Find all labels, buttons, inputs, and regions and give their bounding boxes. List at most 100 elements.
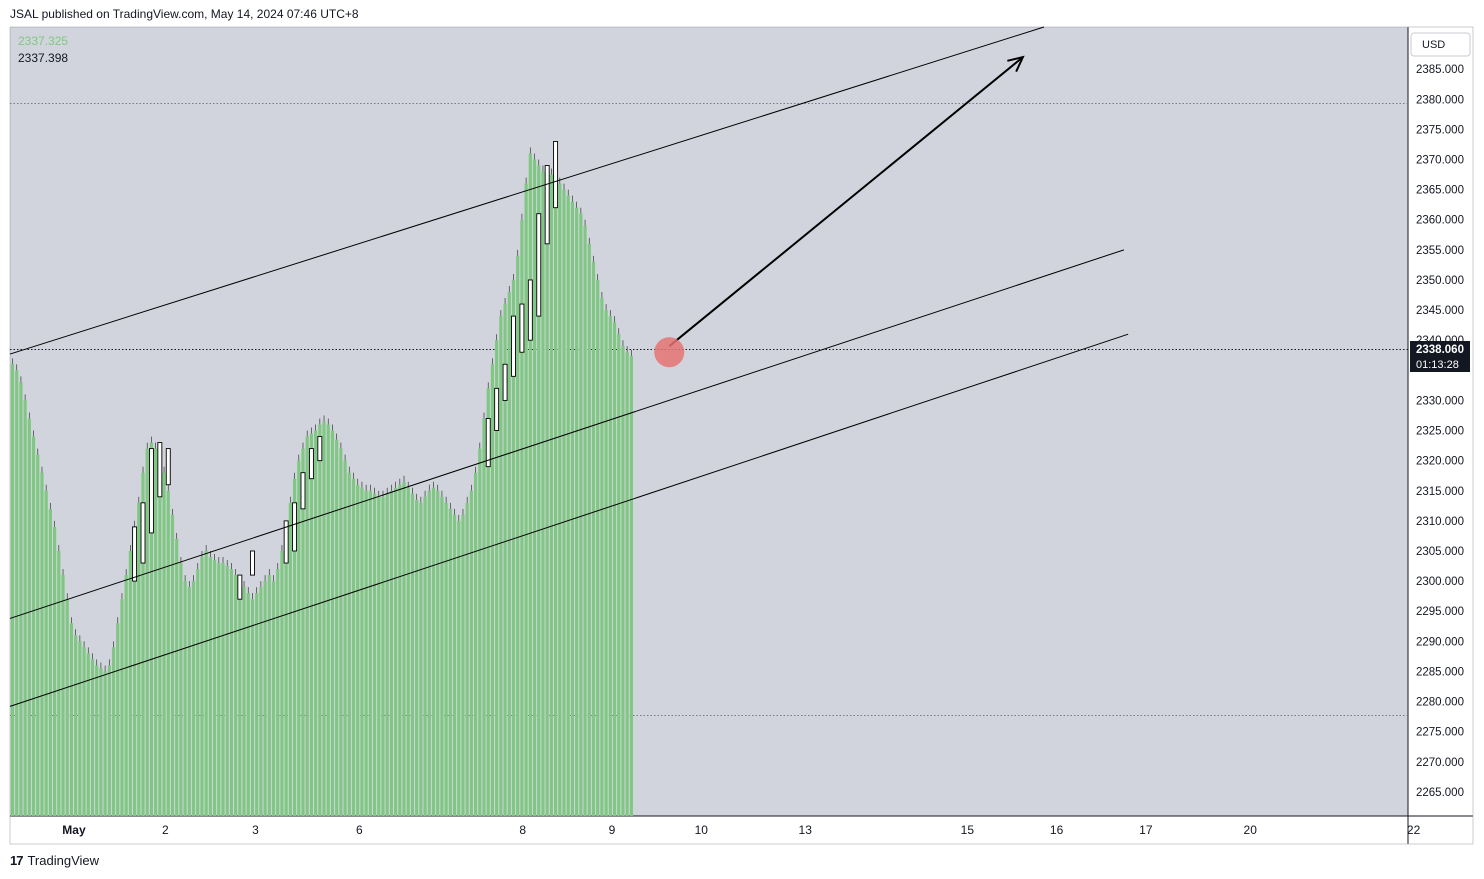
candle-bar [528, 153, 532, 817]
candle-bar [116, 623, 120, 816]
price-axis[interactable] [1408, 27, 1473, 816]
candle-bar [15, 370, 19, 816]
candle-bar [27, 418, 31, 816]
price-tick-label: 2375.000 [1416, 124, 1464, 136]
candle-bar [175, 538, 179, 816]
time-tick-label: 10 [695, 823, 709, 837]
candle-bar [57, 550, 61, 816]
candle-bar [402, 481, 406, 816]
candle-bar [448, 508, 452, 816]
up-candle [502, 363, 508, 401]
price-label-countdown: 01:13:28 [1416, 359, 1459, 371]
candle-bar [280, 550, 284, 816]
candle-bar [196, 569, 200, 816]
candle-bar [69, 623, 74, 816]
candle-bar [415, 499, 419, 816]
candle-bar [394, 487, 398, 816]
candle-bar [170, 514, 175, 816]
candle-bar [255, 593, 259, 816]
candle-bar [469, 490, 473, 816]
candle-bar [431, 487, 436, 816]
candle-bar [238, 581, 242, 816]
candle-bar [234, 575, 238, 816]
up-candle [519, 303, 525, 353]
candle-bar [583, 225, 587, 816]
candle-bar [61, 575, 65, 816]
up-candle [140, 502, 146, 564]
footer-brand[interactable]: 17 TradingView [10, 853, 99, 868]
currency-button[interactable] [1410, 32, 1471, 57]
price-tick-label: 2295.000 [1416, 606, 1464, 618]
candle-bar [124, 575, 128, 816]
candle-bar [297, 460, 301, 816]
candle-bar [364, 490, 368, 816]
candle-bar [503, 304, 507, 816]
time-tick-label: 13 [799, 823, 813, 837]
candle-bar [53, 526, 57, 816]
candle-bar [103, 671, 107, 816]
candle-bar [65, 599, 69, 816]
candle-bar [40, 472, 44, 816]
channel-middle-line[interactable] [9, 249, 1125, 619]
candle-bar [107, 665, 111, 816]
candle-bar [191, 581, 196, 816]
up-candle [165, 448, 171, 486]
up-candle [157, 442, 163, 498]
candle-bar [537, 165, 541, 816]
price-tick-label: 2270.000 [1416, 757, 1464, 769]
candle-bar [419, 502, 423, 816]
price-tick-label: 2325.000 [1416, 426, 1464, 438]
candle-bar [520, 219, 524, 817]
time-tick-label: 15 [961, 823, 975, 837]
target-arrow-line[interactable] [668, 56, 1024, 347]
time-tick-label: 3 [252, 823, 259, 837]
up-candle [527, 279, 533, 341]
candle-bar [322, 421, 326, 816]
channel-lower-line[interactable] [9, 333, 1129, 707]
candle-bar [31, 436, 36, 816]
candle-bar [562, 189, 566, 816]
candle-bar [271, 581, 276, 816]
breakout-marker[interactable] [654, 337, 685, 368]
up-candle [553, 140, 559, 209]
up-candles-group [132, 140, 559, 600]
candle-bar [381, 496, 385, 816]
candle-bar [19, 382, 23, 816]
candle-bar [95, 665, 99, 816]
price-axis-ticks: 2265.000 2270.000 2275.000 2280.000 2285.000… [1416, 64, 1464, 799]
channel-upper-line[interactable] [9, 26, 1045, 355]
candle-bar [478, 448, 482, 816]
up-candle [317, 436, 323, 462]
candle-bar [339, 448, 343, 816]
candle-bar [360, 487, 364, 816]
candle-bar [398, 484, 402, 816]
candle-bar [499, 316, 503, 816]
candle-bar [314, 430, 318, 816]
candle-bar [474, 472, 478, 816]
candle-bar [621, 346, 625, 816]
candle-bar [604, 310, 608, 816]
candle-bar [179, 563, 183, 816]
candle-bar [309, 433, 314, 816]
candle-bar [200, 557, 204, 816]
candle-bar [495, 340, 499, 816]
candle-bar [208, 557, 212, 816]
candle-bar [259, 587, 263, 816]
time-axis[interactable] [10, 816, 1473, 844]
price-tick-label: 2370.000 [1416, 155, 1464, 167]
legend-value-green: 2337.325 [18, 34, 68, 48]
up-candle [283, 520, 289, 564]
price-tick-label: 2320.000 [1416, 456, 1464, 468]
candle-bar [591, 261, 596, 816]
price-tick-label: 2315.000 [1416, 486, 1464, 498]
candle-bar [444, 502, 448, 816]
candle-bar [377, 496, 381, 816]
legend-value-dark: 2337.398 [18, 51, 68, 65]
candle-bar [566, 195, 570, 816]
candle-bar [149, 442, 154, 816]
time-tick-label: 22 [1407, 823, 1421, 837]
candle-bar [440, 496, 444, 816]
time-axis-ticks: May 2 3 6 8 9 10 13 15 16 17 20 22 [62, 823, 1420, 837]
candle-bar [120, 599, 124, 816]
